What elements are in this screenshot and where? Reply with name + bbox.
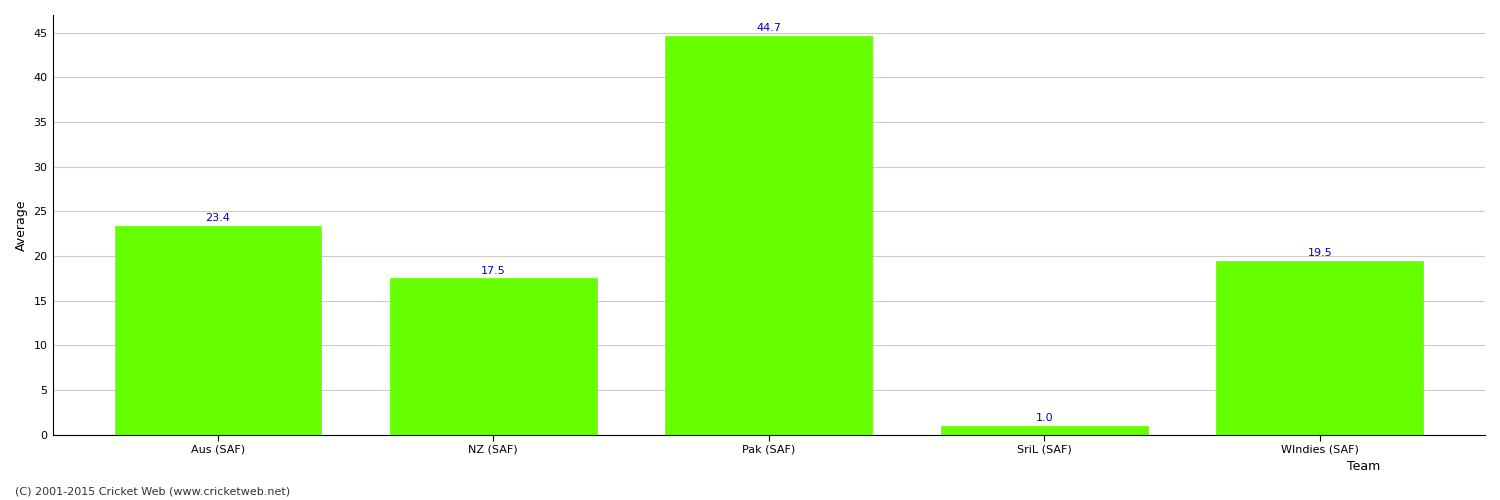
- Bar: [114, 226, 321, 434]
- Bar: [1216, 260, 1423, 434]
- Text: 23.4: 23.4: [206, 213, 231, 223]
- Text: (C) 2001-2015 Cricket Web (www.cricketweb.net): (C) 2001-2015 Cricket Web (www.cricketwe…: [15, 487, 290, 497]
- Text: 19.5: 19.5: [1308, 248, 1332, 258]
- Text: Team: Team: [1347, 460, 1380, 473]
- Text: 17.5: 17.5: [482, 266, 506, 276]
- Bar: [666, 36, 872, 434]
- Bar: [390, 278, 597, 434]
- Text: 1.0: 1.0: [1035, 413, 1053, 423]
- Text: 44.7: 44.7: [756, 23, 782, 33]
- Bar: [940, 426, 1148, 434]
- Y-axis label: Average: Average: [15, 199, 28, 250]
